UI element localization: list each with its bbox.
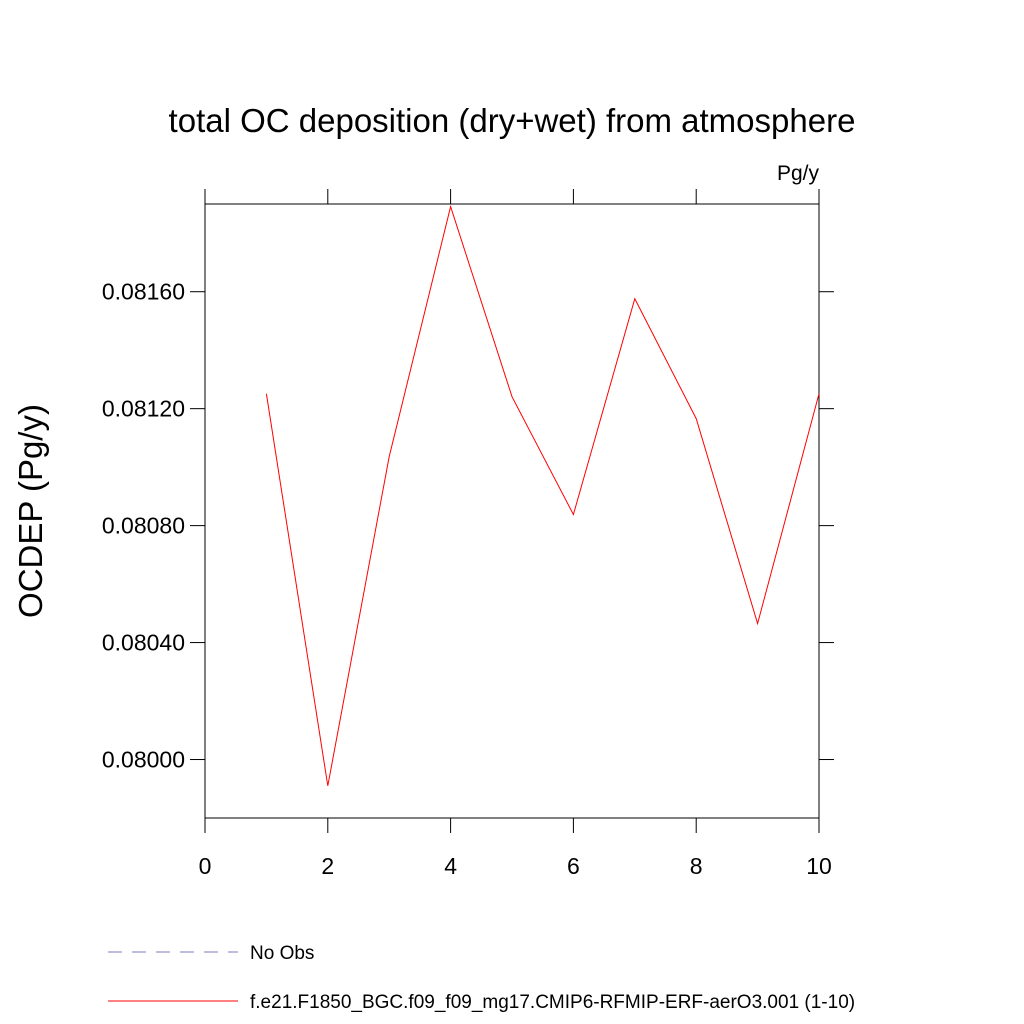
- y-axis-label: OCDEP (Pg/y): [12, 404, 49, 618]
- x-tick-label: 8: [690, 853, 703, 879]
- y-tick-label: 0.08000: [102, 747, 185, 773]
- x-tick-label: 4: [444, 853, 457, 879]
- x-tick-label: 6: [567, 853, 580, 879]
- y-tick-label: 0.08040: [102, 630, 185, 656]
- y-tick-label: 0.08080: [102, 513, 185, 539]
- x-tick-label: 0: [199, 853, 212, 879]
- x-tick-label: 10: [806, 853, 832, 879]
- y-tick-label: 0.08120: [102, 396, 185, 422]
- chart-title: total OC deposition (dry+wet) from atmos…: [169, 102, 856, 139]
- plot-frame: [204, 203, 820, 819]
- series-line: [265, 204, 820, 786]
- x-tick-label: 2: [321, 853, 334, 879]
- legend-label: f.e21.F1850_BGC.f09_f09_mg17.CMIP6-RFMIP…: [250, 992, 855, 1013]
- legend-label: No Obs: [250, 943, 314, 964]
- y-tick-label: 0.08160: [102, 279, 185, 305]
- units-label: Pg/y: [777, 162, 820, 185]
